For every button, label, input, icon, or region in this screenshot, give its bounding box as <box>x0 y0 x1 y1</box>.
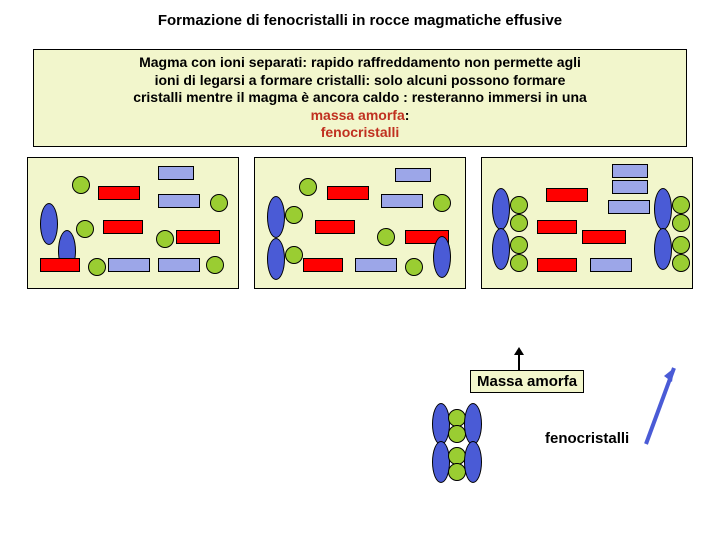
green-circle <box>299 178 317 196</box>
desc-amorfa: massa amorfa <box>311 107 405 123</box>
description-box: Magma con ioni separati: rapido raffredd… <box>33 49 687 147</box>
green-circle <box>510 214 528 232</box>
label-fenocristalli: fenocristalli <box>545 430 629 447</box>
green-circle <box>210 194 228 212</box>
red-rect <box>582 230 626 244</box>
desc-colon: : <box>405 107 410 123</box>
desc-line3: cristalli mentre il magma è ancora caldo… <box>133 89 587 105</box>
blue-oval <box>464 441 482 483</box>
blue-oval <box>654 188 672 230</box>
red-rect <box>537 220 577 234</box>
blue-oval <box>40 203 58 245</box>
red-rect <box>303 258 343 272</box>
desc-feno: fenocristalli <box>321 124 400 140</box>
green-circle <box>72 176 90 194</box>
blue-rect <box>108 258 150 272</box>
red-rect <box>546 188 588 202</box>
green-circle <box>510 236 528 254</box>
blue-rect <box>158 258 200 272</box>
blue-oval <box>464 403 482 445</box>
green-circle <box>672 236 690 254</box>
panel-1 <box>27 157 239 289</box>
green-circle <box>76 220 94 238</box>
desc-line1: Magma con ioni separati: rapido raffredd… <box>139 54 581 70</box>
blue-oval <box>267 196 285 238</box>
blue-rect <box>158 194 200 208</box>
green-circle <box>672 254 690 272</box>
green-circle <box>156 230 174 248</box>
green-circle <box>672 196 690 214</box>
red-rect <box>176 230 220 244</box>
blue-oval <box>654 228 672 270</box>
blue-rect <box>608 200 650 214</box>
panel-2 <box>254 157 466 289</box>
green-circle <box>672 214 690 232</box>
green-circle <box>206 256 224 274</box>
panel-3 <box>481 157 693 289</box>
fenocrystal-cluster <box>432 403 512 473</box>
blue-oval <box>432 403 450 445</box>
green-circle <box>377 228 395 246</box>
blue-rect <box>355 258 397 272</box>
green-circle <box>285 246 303 264</box>
red-rect <box>103 220 143 234</box>
blue-rect <box>590 258 632 272</box>
label-massa-amorfa: Massa amorfa <box>470 370 584 393</box>
green-circle <box>405 258 423 276</box>
blue-rect <box>395 168 431 182</box>
green-circle <box>510 254 528 272</box>
arrow-feno <box>640 360 680 450</box>
red-rect <box>40 258 80 272</box>
blue-rect <box>612 180 648 194</box>
blue-oval <box>433 236 451 278</box>
green-circle <box>88 258 106 276</box>
green-circle <box>433 194 451 212</box>
red-rect <box>537 258 577 272</box>
blue-rect <box>381 194 423 208</box>
page-title: Formazione di fenocristalli in rocce mag… <box>0 0 720 29</box>
blue-rect <box>612 164 648 178</box>
blue-oval <box>492 228 510 270</box>
green-circle <box>285 206 303 224</box>
blue-oval <box>492 188 510 230</box>
red-rect <box>98 186 140 200</box>
arrow-massa <box>518 353 520 371</box>
blue-oval <box>267 238 285 280</box>
green-circle <box>510 196 528 214</box>
diagram-panels <box>24 157 696 289</box>
desc-line2: ioni di legarsi a formare cristalli: sol… <box>155 72 566 88</box>
blue-rect <box>158 166 194 180</box>
blue-oval <box>432 441 450 483</box>
red-rect <box>327 186 369 200</box>
red-rect <box>315 220 355 234</box>
